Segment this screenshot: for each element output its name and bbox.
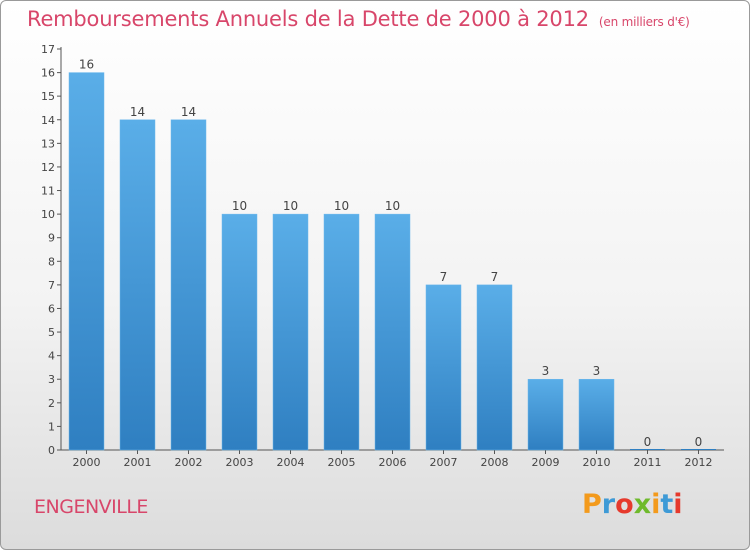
x-tick-label-2008: 2008 [481, 456, 509, 469]
commune-name: ENGENVILLE [34, 496, 148, 518]
chart-title: Remboursements Annuels de la Dette de 20… [27, 7, 690, 31]
y-tick-label: 1 [48, 420, 55, 433]
value-label-2001: 14 [130, 105, 145, 119]
y-tick-label: 2 [48, 397, 55, 410]
bar-2002 [170, 119, 207, 451]
value-label-2002: 14 [181, 105, 196, 119]
bar-2001 [119, 119, 156, 451]
value-label-2011: 0 [644, 435, 652, 449]
bar-2009 [527, 378, 564, 451]
logo-letter: i [651, 489, 661, 520]
bar-2008 [476, 284, 513, 451]
logo-letter: t [660, 489, 674, 520]
y-tick-label: 14 [41, 114, 55, 127]
bar-2005 [323, 213, 360, 451]
labels: 16 2000 14 2001 14 2002 10 2003 10 2004 10 2005 10 20… [73, 58, 713, 469]
y-tick-label: 5 [48, 326, 55, 339]
y-tick-label: 6 [48, 302, 55, 315]
x-tick-label-2006: 2006 [379, 456, 407, 469]
y-tick-label: 9 [48, 232, 55, 245]
x-tick-label-2002: 2002 [175, 456, 203, 469]
chart-subtitle: (en milliers d'€) [598, 15, 690, 29]
chart-title-text: Remboursements Annuels de la Dette de 20… [27, 7, 589, 31]
value-label-2010: 3 [593, 364, 601, 378]
bar-2007 [425, 284, 462, 451]
y-tick-label: 0 [48, 444, 55, 457]
bar-2004 [272, 213, 309, 451]
bar-2000 [68, 72, 105, 451]
value-label-2009: 3 [542, 364, 550, 378]
y-tick-label: 3 [48, 373, 55, 386]
bars [68, 72, 716, 451]
y-tick-label: 15 [41, 90, 55, 103]
bar-2003 [221, 213, 258, 451]
y-tick-label: 12 [41, 161, 55, 174]
x-tick-label-2004: 2004 [277, 456, 305, 469]
value-label-2004: 10 [283, 199, 298, 213]
x-tick-label-2010: 2010 [583, 456, 611, 469]
x-tick-label-2007: 2007 [430, 456, 458, 469]
y-tick-label: 13 [41, 137, 55, 150]
x-tick-label-2001: 2001 [124, 456, 152, 469]
x-tick-label-2009: 2009 [532, 456, 560, 469]
value-label-2000: 16 [79, 58, 94, 72]
value-label-2008: 7 [491, 270, 499, 284]
y-tick-label: 7 [48, 279, 55, 292]
x-tick-label-2012: 2012 [685, 456, 713, 469]
y-tick-label: 17 [41, 43, 55, 56]
x-tick-label-2000: 2000 [73, 456, 101, 469]
bar-2012 [681, 449, 716, 450]
y-tick-label: 8 [48, 255, 55, 268]
proxiti-logo: Proxiti [582, 489, 683, 520]
y-tick-label: 10 [41, 208, 55, 221]
value-label-2012: 0 [695, 435, 703, 449]
logo-letter: P [582, 489, 602, 520]
y-tick-label: 11 [41, 185, 55, 198]
value-label-2006: 10 [385, 199, 400, 213]
bar-2011 [630, 449, 665, 450]
logo-letter: r [601, 489, 616, 520]
value-label-2007: 7 [440, 270, 448, 284]
y-tick-label: 4 [48, 350, 55, 363]
bar-2006 [374, 213, 411, 451]
logo-letter: i [673, 489, 683, 520]
y-tick-label: 16 [41, 67, 55, 80]
logo-letter: o [615, 489, 634, 520]
bar-2010 [578, 378, 615, 451]
x-tick-label-2003: 2003 [226, 456, 254, 469]
x-tick-label-2011: 2011 [634, 456, 662, 469]
x-tick-label-2005: 2005 [328, 456, 356, 469]
value-label-2005: 10 [334, 199, 349, 213]
value-label-2003: 10 [232, 199, 247, 213]
logo-letter: x [633, 489, 652, 520]
